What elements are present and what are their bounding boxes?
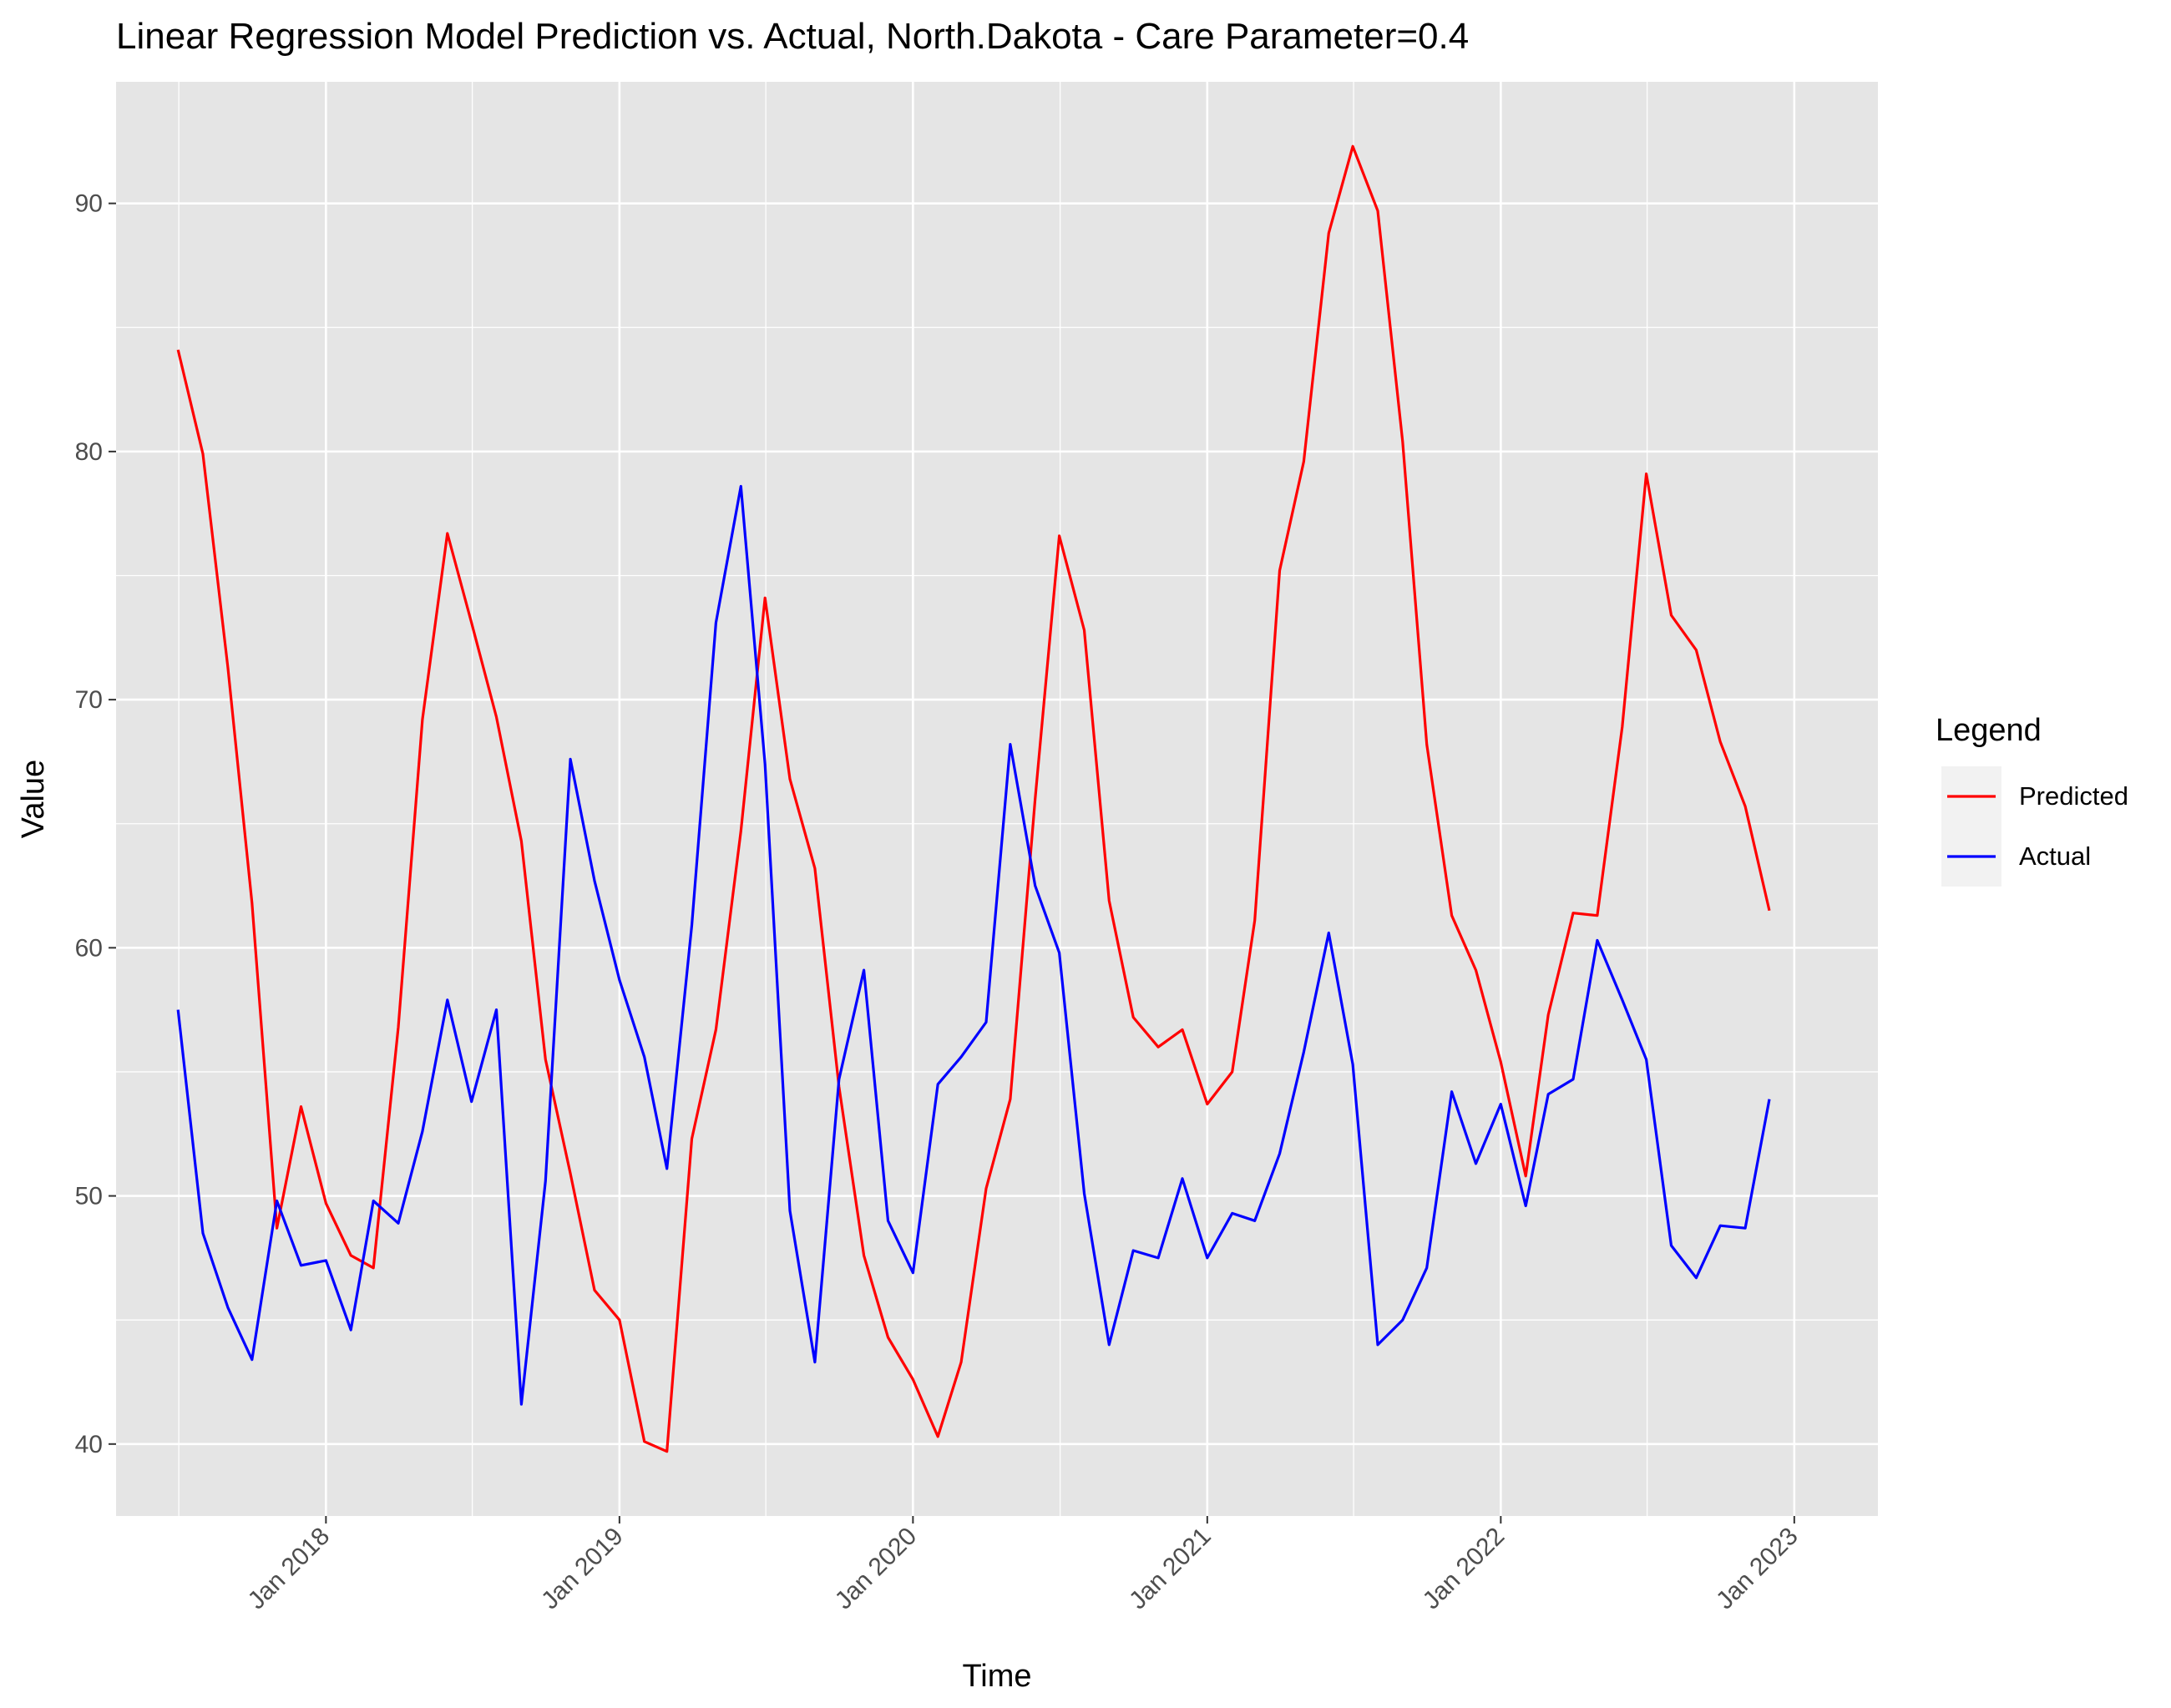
legend: Legend Predicted Actual <box>1936 713 2128 887</box>
legend-label-actual: Actual <box>2019 841 2091 871</box>
series-line-actual <box>176 484 1771 1406</box>
x-axis-label: Time <box>962 1659 1031 1694</box>
major-gridlines <box>116 82 1878 1516</box>
x-axis: Jan 2018 Jan 2019 Jan 2020 Jan 2021 Jan 2022… <box>243 1516 1804 1615</box>
x-tick-label: Jan 2022 <box>1418 1523 1511 1615</box>
plot-panel <box>116 82 1878 1516</box>
minor-gridlines <box>116 82 1878 1516</box>
legend-title: Legend <box>1936 713 2042 748</box>
y-tick-label: 70 <box>75 686 103 714</box>
x-tick-label: Jan 2019 <box>536 1523 629 1615</box>
x-tick-label: Jan 2023 <box>1711 1523 1804 1615</box>
y-tick-label: 40 <box>75 1431 103 1458</box>
chart-title: Linear Regression Model Prediction vs. A… <box>116 16 1469 57</box>
y-tick-label: 50 <box>75 1183 103 1210</box>
x-tick-label: Jan 2020 <box>830 1523 923 1615</box>
y-tick-label: 90 <box>75 190 103 218</box>
legend-label-predicted: Predicted <box>2019 781 2128 811</box>
y-axis: 40 50 60 70 80 90 <box>75 190 116 1458</box>
x-tick-label: Jan 2018 <box>243 1523 336 1615</box>
series-line-predicted <box>176 144 1771 1453</box>
y-axis-label: Value <box>16 760 51 838</box>
x-tick-label: Jan 2021 <box>1124 1523 1217 1615</box>
y-tick-label: 80 <box>75 438 103 466</box>
series-layer <box>176 144 1771 1453</box>
y-tick-label: 60 <box>75 934 103 962</box>
